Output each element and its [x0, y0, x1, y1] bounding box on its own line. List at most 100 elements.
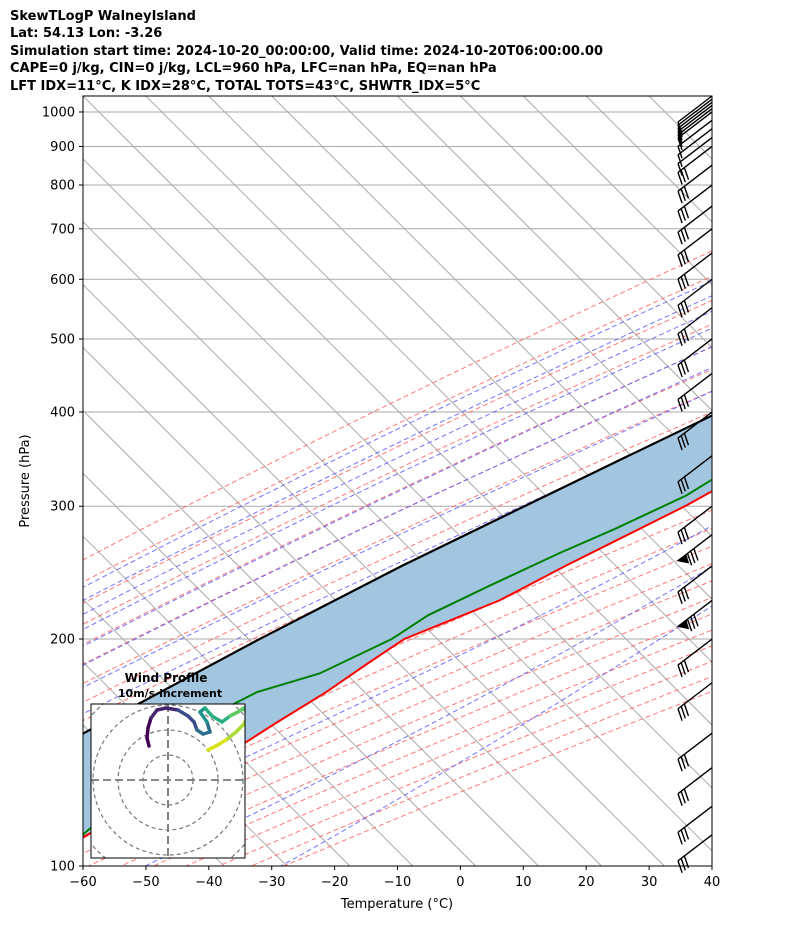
hodograph-trace-segment: [203, 706, 214, 718]
wind-barb: [677, 164, 713, 204]
moist-adiabat: [83, 525, 712, 835]
parcel-profile-line: [83, 414, 712, 735]
y-tick-label: 700: [50, 222, 75, 237]
x-tick-label: −10: [384, 875, 411, 890]
moist-adiabat: [83, 390, 712, 688]
wind-barb: [677, 184, 713, 224]
hodograph: Wind Profile 10m/s increment: [90, 671, 246, 859]
wind-barb: [677, 505, 713, 545]
chart-title: SkewTLogP WalneyIsland: [10, 9, 196, 24]
moist-adiabat: [280, 605, 712, 866]
x-tick-label: 10: [515, 875, 532, 890]
wind-barb: [677, 682, 713, 721]
wind-barb: [676, 599, 713, 632]
y-tick-label: 300: [50, 500, 75, 515]
hodograph-trace-segment: [198, 710, 209, 724]
wind-barb: [677, 205, 713, 245]
isotherm-line: [145, 96, 712, 663]
moist-adiabat: [83, 366, 712, 666]
wind-barb: [677, 638, 713, 678]
wind-barb: [677, 805, 713, 845]
x-tick-label: 30: [641, 875, 658, 890]
wind-barb: [677, 136, 713, 176]
isotherm-line: [83, 346, 602, 866]
isotherm-line: [397, 96, 712, 412]
y-tick-label: 200: [50, 633, 75, 648]
wind-barb: [677, 338, 713, 378]
isotherm-line: [83, 158, 712, 789]
y-tick-label: 400: [50, 406, 75, 421]
x-tick-label: 20: [578, 875, 595, 890]
dry-adiabat: [83, 390, 712, 685]
hodograph-trace-segment: [164, 706, 180, 712]
hodograph-trace-segment: [214, 738, 228, 748]
hodograph-title: Wind Profile: [125, 671, 208, 685]
hodograph-trace-segment: [206, 744, 218, 752]
isotherm-line: [711, 96, 712, 97]
x-tick-label: −40: [195, 875, 222, 890]
isotherm-line: [460, 96, 712, 349]
y-axis-label: Pressure (hPa): [18, 434, 33, 527]
wind-barb: [677, 128, 713, 167]
dry-adiabat: [83, 527, 712, 807]
isotherm-line: [522, 96, 712, 286]
wind-barb: [677, 767, 713, 806]
dry-adiabat: [83, 346, 712, 646]
wind-barb: [677, 228, 713, 267]
hodograph-trace-segment: [224, 730, 238, 742]
x-axis-label: Temperature (°C): [340, 897, 453, 912]
moist-adiabat: [83, 418, 712, 715]
wind-barb: [677, 252, 713, 292]
isotherm-line: [83, 535, 414, 866]
dry-adiabat: [83, 275, 712, 583]
isotherm-line: [83, 409, 539, 866]
simulation-time: Simulation start time: 2024-10-20_00:00:…: [10, 43, 603, 59]
y-tick-label: 1000: [42, 105, 75, 120]
moist-adiabat: [83, 280, 712, 588]
wind-barb: [677, 411, 713, 451]
isotherm-line: [83, 221, 712, 852]
hodograph-trace-segment: [234, 722, 245, 734]
hodograph-frame: [90, 703, 246, 859]
wind-barb: [677, 372, 713, 412]
dry-adiabat: [83, 299, 712, 604]
x-tick-label: −50: [132, 875, 159, 890]
wind-barb: [677, 732, 713, 772]
moist-adiabat: [83, 295, 712, 601]
thermo-indices: LFT IDX=11°C, K IDX=28°C, TOTAL TOTS=43°…: [10, 78, 481, 94]
dewpoint-profile-line: [83, 478, 712, 836]
hodograph-trace-segment: [176, 708, 190, 718]
moist-adiabat: [83, 310, 712, 615]
x-tick-label: −20: [321, 875, 348, 890]
hodograph-subtitle: 10m/s increment: [118, 687, 222, 700]
wind-barb: [677, 455, 713, 494]
x-tick-label: 40: [704, 875, 721, 890]
wind-barb: [677, 307, 713, 346]
wind-barb: [677, 834, 713, 873]
isotherm-line: [334, 96, 712, 475]
location-coordinates: Lat: 54.13 Lon: -3.26: [10, 26, 163, 42]
stability-indices: CAPE=0 j/kg, CIN=0 j/kg, LCL=960 hPa, LF…: [10, 61, 497, 77]
isotherm-line: [83, 472, 476, 866]
x-tick-label: −60: [69, 875, 96, 890]
x-tick-label: 0: [456, 875, 464, 890]
wind-barb: [677, 119, 713, 159]
y-tick-label: 800: [50, 179, 75, 194]
isotherm-line: [83, 283, 665, 866]
y-tick-label: 600: [50, 273, 75, 288]
y-tick-label: 100: [50, 860, 75, 875]
dry-adiabat: [251, 675, 712, 866]
moist-adiabat: [83, 327, 712, 630]
chart-header: SkewTLogP WalneyIsland Lat: 54.13 Lon: -…: [10, 8, 603, 95]
wind-barb: [676, 534, 713, 566]
wind-barb: [677, 145, 713, 185]
x-tick-label: −30: [258, 875, 285, 890]
y-tick-label: 500: [50, 332, 75, 347]
isotherm-line: [83, 96, 712, 726]
temperature-profile-line: [83, 490, 712, 839]
wind-barb: [677, 565, 713, 605]
y-tick-label: 900: [50, 140, 75, 155]
wind-barb: [677, 278, 713, 318]
hodograph-trace-segment: [210, 714, 224, 724]
